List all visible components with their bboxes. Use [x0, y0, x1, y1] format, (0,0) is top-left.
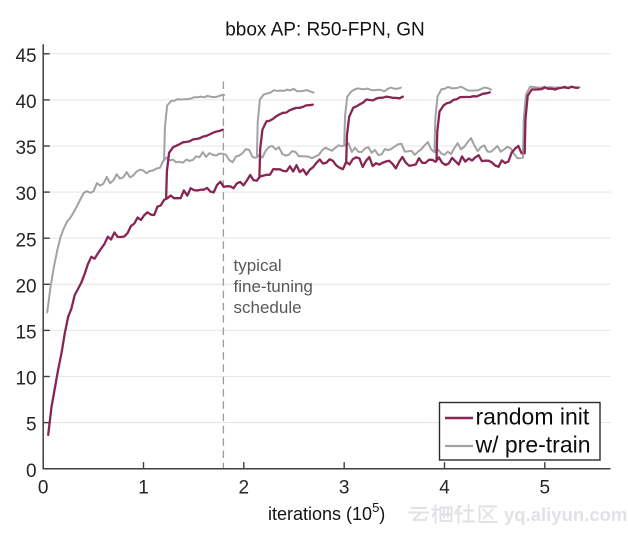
- svg-text:30: 30: [15, 184, 36, 205]
- svg-text:40: 40: [15, 92, 36, 113]
- svg-text:1: 1: [138, 478, 149, 499]
- svg-text:typical: typical: [234, 256, 282, 275]
- svg-text:w/ pre-train: w/ pre-train: [475, 431, 591, 457]
- svg-text:fine-tuning: fine-tuning: [234, 277, 313, 296]
- svg-text:15: 15: [15, 323, 36, 344]
- svg-text:yq.aliyun.com: yq.aliyun.com: [504, 504, 627, 525]
- svg-text:iterations (105): iterations (105): [268, 500, 385, 524]
- svg-text:4: 4: [439, 478, 450, 499]
- svg-text:5: 5: [26, 415, 37, 436]
- svg-text:3: 3: [339, 478, 350, 499]
- svg-text:35: 35: [15, 138, 36, 159]
- svg-text:2: 2: [239, 478, 250, 499]
- svg-text:25: 25: [15, 230, 36, 251]
- svg-text:random init: random init: [476, 403, 590, 429]
- svg-text:bbox AP: R50-FPN, GN: bbox AP: R50-FPN, GN: [225, 19, 425, 40]
- svg-text:0: 0: [38, 478, 49, 499]
- svg-text:10: 10: [15, 369, 36, 390]
- svg-text:0: 0: [26, 461, 37, 482]
- svg-text:45: 45: [15, 46, 36, 67]
- svg-text:20: 20: [15, 276, 36, 297]
- svg-text:5: 5: [540, 478, 551, 499]
- svg-text:schedule: schedule: [234, 298, 302, 317]
